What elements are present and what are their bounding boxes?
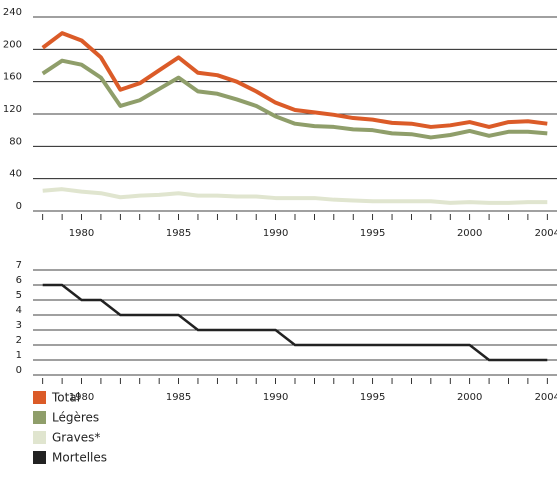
x-tick-label: 1990 [263,228,288,239]
legend-swatch [33,431,46,444]
y-tick-label: 200 [3,39,22,50]
y-tick-label: 5 [16,290,22,301]
x-tick-label: 1995 [360,228,385,239]
series-line [41,31,548,129]
y-tick-label: 2 [16,335,22,346]
legend-swatch [33,411,46,424]
y-tick-label: 0 [16,201,22,212]
x-tick-label: 1990 [263,392,288,403]
y-tick-label: 160 [3,72,22,83]
x-tick-label: 1985 [166,228,191,239]
x-tick-label: 2000 [457,228,482,239]
x-tick-label: 1980 [69,228,94,239]
y-tick-label: 6 [16,275,22,286]
x-tick-label: 2004 [535,392,557,403]
y-tick-label: 1 [16,350,22,361]
series-line [41,58,548,140]
legend-label: Total [51,391,80,405]
legend-label: Mortelles [52,451,107,465]
series-line [42,283,548,362]
x-tick-label: 2004 [535,228,557,239]
y-tick-label: 240 [3,7,22,18]
y-tick-label: 4 [16,305,22,316]
y-tick-label: 40 [9,169,22,180]
x-tick-label: 2000 [457,392,482,403]
legend: Total Légères Graves* Mortelles [33,391,107,465]
y-tick-label: 3 [16,320,22,331]
y-tick-label: 7 [16,260,22,271]
x-tick-label: 1980 [69,392,94,403]
y-tick-label: 0 [16,365,22,376]
legend-swatch [33,391,46,404]
x-tick-label: 1985 [166,392,191,403]
x-tick-label: 1995 [360,392,385,403]
y-tick-label: 120 [3,104,22,115]
legend-swatch [33,451,46,464]
legend-label: Graves* [52,431,100,445]
y-tick-label: 80 [9,136,22,147]
legend-label: Légères [52,411,99,425]
series-line [42,187,548,205]
